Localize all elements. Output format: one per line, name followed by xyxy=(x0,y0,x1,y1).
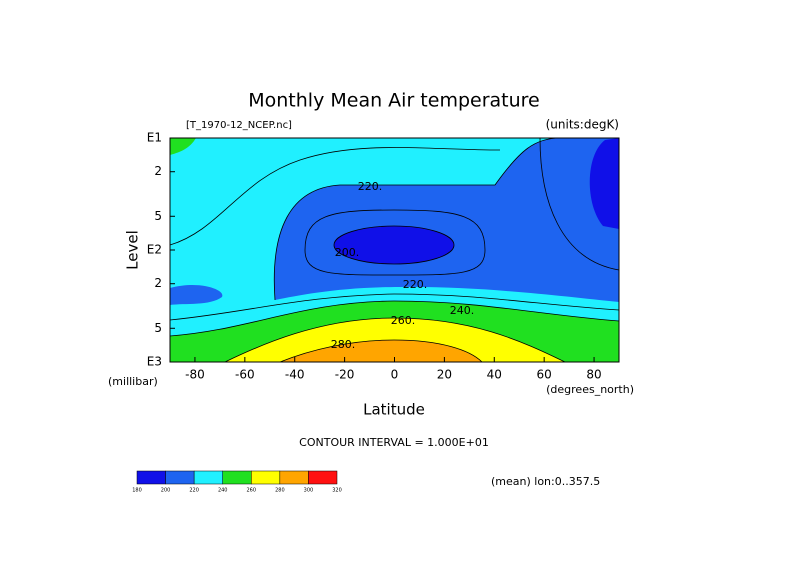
contour-label: 280. xyxy=(331,338,356,351)
y-tick-label: E2 xyxy=(147,243,162,257)
x-tick-label: -40 xyxy=(285,368,305,382)
y-tick-label: 2 xyxy=(154,164,162,178)
region xyxy=(170,285,223,305)
x-tick-label: -60 xyxy=(235,368,255,382)
region xyxy=(334,226,454,264)
x-tick-label: -80 xyxy=(185,368,205,382)
x-tick-label: 20 xyxy=(437,368,452,382)
colorbar-label: 280 xyxy=(275,488,285,494)
colorbar-label: 180 xyxy=(132,488,142,494)
y-tick-label: 2 xyxy=(154,276,162,290)
contour-line xyxy=(224,317,566,363)
colorbar-label: 220 xyxy=(189,488,199,494)
contour-line xyxy=(169,293,620,321)
contour-interval: CONTOUR INTERVAL = 1.000E+01 xyxy=(299,436,489,449)
colorbar-box xyxy=(136,470,166,485)
x-tick-label: -20 xyxy=(335,368,355,382)
colorbar-box xyxy=(279,470,309,485)
region xyxy=(170,138,196,155)
y-tick-label: 5 xyxy=(154,321,162,335)
contour-field xyxy=(169,137,620,363)
contour-label: 220. xyxy=(358,180,383,193)
colorbar-box xyxy=(193,470,223,485)
y-axis-label: Level xyxy=(124,230,142,270)
contour-label: 220. xyxy=(403,278,428,291)
contour-line xyxy=(279,339,483,363)
y-tick-label: E1 xyxy=(147,131,162,145)
colorbar-box xyxy=(308,470,338,485)
x-tick-label: 60 xyxy=(537,368,552,382)
units-label: (units:degK) xyxy=(546,118,619,132)
colorbar-box xyxy=(165,470,195,485)
contour-label: 260. xyxy=(391,314,416,327)
contour-line xyxy=(169,300,620,337)
colorbar-label: 240 xyxy=(218,488,228,494)
colorbar-label: 320 xyxy=(332,488,342,494)
y-tick-label: 5 xyxy=(154,209,162,223)
x-units: (degrees_north) xyxy=(546,383,634,396)
contour-line xyxy=(333,225,455,265)
x-tick-label: 0 xyxy=(391,368,399,382)
region xyxy=(589,138,619,229)
contour-line xyxy=(539,137,620,271)
colorbar-label: 300 xyxy=(304,488,314,494)
colorbar-label: 200 xyxy=(161,488,171,494)
file-label: [T_1970-12_NCEP.nc] xyxy=(186,120,292,131)
x-axis-label: Latitude xyxy=(363,401,425,419)
colorbar-label: 260 xyxy=(247,488,257,494)
contour-label: 200. xyxy=(335,246,360,259)
contour-label: 240. xyxy=(450,304,475,317)
colorbar-box xyxy=(251,470,281,485)
region xyxy=(280,340,482,362)
x-tick-label: 40 xyxy=(487,368,502,382)
contour-line xyxy=(273,137,561,301)
chart-title: Monthly Mean Air temperature xyxy=(248,90,539,112)
y-tick-label: E3 xyxy=(147,355,162,369)
footer: (mean) lon:0..357.5 xyxy=(491,475,600,488)
x-tick-label: 80 xyxy=(586,368,601,382)
contour-line xyxy=(304,209,486,276)
y-units: (millibar) xyxy=(108,375,158,388)
colorbar-box xyxy=(222,470,252,485)
contour-line xyxy=(169,147,501,246)
